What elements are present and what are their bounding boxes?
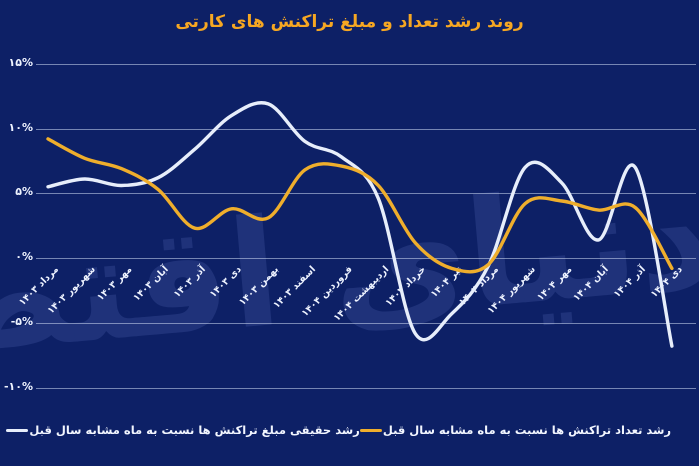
legend-label-count: رشد تعداد تراکنش ها نسبت به ماه مشابه سا…: [382, 423, 671, 437]
y-tick-label: -۱۰%: [3, 380, 33, 393]
legend-item-amount: رشد حقیقی مبلغ تراکنش ها نسبت به ماه مشا…: [6, 423, 360, 437]
y-tick-label: ۰%: [15, 250, 33, 263]
y-tick-label: ۵%: [15, 185, 33, 198]
legend-item-count: رشد تعداد تراکنش ها نسبت به ماه مشابه سا…: [359, 423, 671, 437]
legend: رشد تعداد تراکنش ها نسبت به ماه مشابه سا…: [6, 419, 671, 441]
amount-growth-line: [46, 101, 674, 348]
chart-title: روند رشد تعداد و مبلغ تراکنش های کارتی: [175, 12, 524, 32]
y-gridline: [36, 258, 696, 259]
y-gridline: [36, 323, 696, 324]
count-line-swatch: [359, 428, 382, 432]
y-gridline: [36, 129, 696, 130]
y-tick-label: ۱۵%: [8, 56, 33, 69]
y-gridline: [36, 64, 696, 65]
y-gridline: [36, 193, 696, 194]
y-gridline: [36, 388, 696, 389]
legend-label-amount: رشد حقیقی مبلغ تراکنش ها نسبت به ماه مشا…: [29, 423, 360, 437]
amount-line-swatch: [6, 428, 29, 432]
count-growth-line: [46, 137, 674, 274]
y-tick-label: -۵%: [10, 315, 33, 328]
y-tick-label: ۱۰%: [8, 121, 33, 134]
